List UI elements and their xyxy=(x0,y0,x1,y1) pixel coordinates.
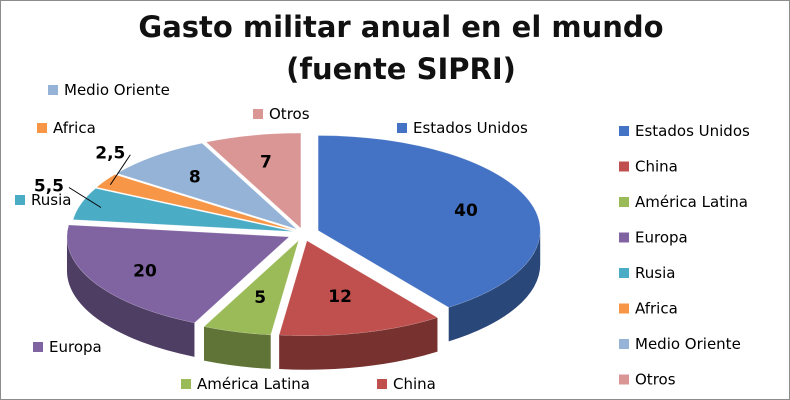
category-swatch-europa xyxy=(33,342,43,352)
value-label-rusia: 5,5 xyxy=(34,177,64,197)
category-swatch-medio-oriente xyxy=(48,85,58,95)
slice-side-america-latina xyxy=(204,326,271,369)
category-label-otros: Otros xyxy=(269,105,310,123)
value-label-china: 12 xyxy=(328,287,352,307)
legend-swatch-africa xyxy=(619,303,629,314)
slice-america-latina xyxy=(203,239,300,336)
category-swatch-africa xyxy=(37,123,47,133)
category-swatch-rusia xyxy=(15,195,25,205)
leader-line-rusia xyxy=(68,187,102,208)
category-label-europa: Europa xyxy=(49,338,102,356)
chart-title: Gasto militar anual en el mundo (fuente … xyxy=(138,10,663,86)
legend: Estados Unidos China América Latina Europa R… xyxy=(619,122,750,389)
legend-swatch-rusia xyxy=(619,268,629,278)
legend-label-america-latina: América Latina xyxy=(635,193,748,211)
slice-otros xyxy=(205,132,302,229)
value-label-estados-unidos: 40 xyxy=(454,201,478,221)
category-swatch-otros xyxy=(253,109,263,119)
chart-title-line-1: Gasto militar anual en el mundo xyxy=(138,10,663,44)
legend-swatch-china xyxy=(619,161,629,172)
slice-estados-unidos xyxy=(317,135,541,308)
legend-swatch-america-latina xyxy=(619,197,629,207)
category-swatch-america-latina xyxy=(181,379,191,389)
slice-side-estados-unidos xyxy=(448,230,541,342)
legend-label-rusia: Rusia xyxy=(635,264,675,282)
legend-swatch-otros xyxy=(619,374,629,385)
slice-africa xyxy=(96,174,295,231)
legend-label-europa: Europa xyxy=(635,229,688,247)
category-label-china: China xyxy=(393,375,436,393)
chart-title-line-2: (fuente SIPRI) xyxy=(286,52,516,86)
slice-china xyxy=(278,240,439,337)
category-label-rusia: Rusia xyxy=(31,191,71,209)
legend-label-medio-oriente: Medio Oriente xyxy=(635,335,741,353)
value-label-europa: 20 xyxy=(133,262,157,282)
slice-europa xyxy=(66,224,290,324)
legend-label-otros: Otros xyxy=(635,371,676,389)
slice-side-europa xyxy=(66,236,195,357)
slice-side-china xyxy=(279,317,438,370)
value-label-otros: 7 xyxy=(260,152,272,172)
legend-label-estados-unidos: Estados Unidos xyxy=(635,122,750,140)
category-swatch-estados-unidos xyxy=(397,123,407,133)
category-label-estados-unidos: Estados Unidos xyxy=(413,119,528,137)
legend-swatch-europa xyxy=(619,232,629,243)
pie-sides xyxy=(66,230,541,370)
value-labels: 40 12 5 20 5,5 2,5 8 7 xyxy=(34,144,478,309)
category-labels: Estados Unidos China América Latina Europa R… xyxy=(15,81,528,393)
category-label-america-latina: América Latina xyxy=(197,375,310,393)
legend-swatch-medio-oriente xyxy=(619,339,629,349)
legend-swatch-estados-unidos xyxy=(619,126,629,136)
legend-label-china: China xyxy=(635,158,678,176)
value-label-america-latina: 5 xyxy=(254,288,266,308)
category-label-africa: Africa xyxy=(53,119,96,137)
value-label-africa: 2,5 xyxy=(95,144,125,164)
legend-label-africa: Africa xyxy=(635,300,678,318)
category-label-medio-oriente: Medio Oriente xyxy=(64,81,170,99)
pie-tops xyxy=(66,132,541,337)
slice-rusia xyxy=(72,188,294,232)
category-swatch-china xyxy=(377,379,387,389)
leader-line-africa xyxy=(109,154,131,185)
value-label-medio-oriente: 8 xyxy=(189,167,201,187)
